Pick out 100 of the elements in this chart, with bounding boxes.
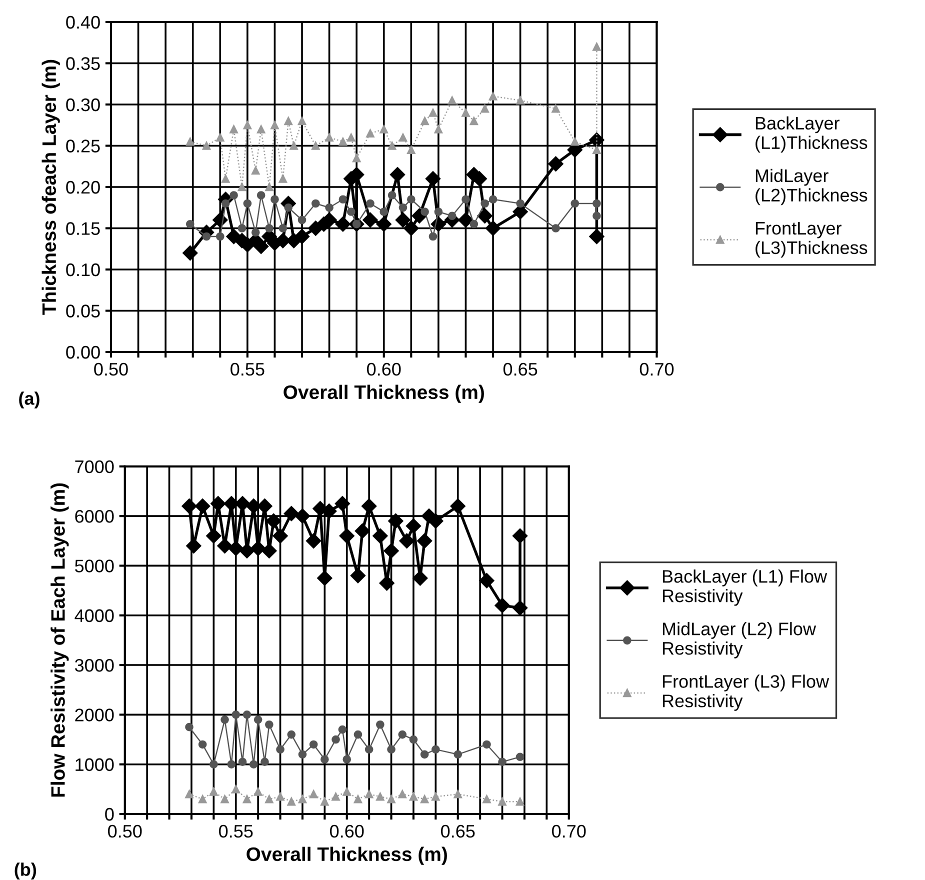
point: [388, 513, 404, 529]
point: [388, 191, 396, 200]
point: [298, 794, 307, 804]
point: [320, 797, 329, 806]
point: [488, 195, 498, 204]
point: [294, 508, 310, 524]
point: [350, 568, 366, 584]
point: [362, 212, 378, 228]
point: [325, 133, 334, 142]
point: [228, 540, 244, 556]
point: [364, 745, 374, 754]
point: [384, 543, 399, 558]
point: [276, 745, 284, 754]
point: [346, 133, 356, 142]
point: [458, 212, 474, 228]
point: [516, 96, 524, 105]
point: [482, 740, 491, 749]
point: [217, 538, 232, 554]
point: [395, 212, 411, 228]
point: [220, 794, 229, 804]
y-tick-label: 0.30: [66, 98, 100, 112]
point: [398, 730, 407, 739]
point: [249, 760, 258, 769]
legend-label: FrontLayer (L3) Flow Resistivity: [662, 674, 830, 711]
point: [335, 216, 351, 232]
point: [265, 182, 274, 192]
point: [406, 195, 416, 204]
legend-label: BackLayer (L1) Flow Resistivity: [662, 570, 828, 606]
point: [428, 108, 438, 117]
point: [242, 794, 252, 804]
point: [406, 146, 416, 154]
x-axis-title: Overall Thickness (m): [246, 846, 447, 865]
point: [354, 730, 362, 739]
point: [362, 498, 377, 514]
point: [479, 573, 494, 588]
point: [477, 208, 492, 224]
point: [462, 195, 470, 204]
legend-label: FrontLayer (L3)Thickness: [756, 222, 868, 258]
point: [428, 513, 444, 529]
point: [206, 528, 222, 544]
point: [185, 790, 194, 798]
point: [332, 792, 340, 801]
point: [254, 787, 262, 796]
point: [592, 146, 601, 154]
point: [202, 232, 211, 241]
point: [306, 533, 322, 548]
point: [311, 199, 320, 208]
point: [338, 137, 348, 146]
point: [570, 199, 580, 208]
point: [320, 755, 329, 764]
point: [210, 496, 226, 512]
point: [311, 142, 320, 150]
point: [342, 787, 352, 796]
point: [251, 166, 260, 175]
point: [589, 228, 604, 244]
point: [317, 570, 332, 586]
point: [398, 790, 407, 798]
legend-label: MidLayer (L2)Thickness: [756, 168, 868, 206]
point: [342, 755, 352, 764]
point: [338, 725, 347, 734]
text: (b): [14, 862, 36, 880]
point: [366, 199, 374, 208]
point: [202, 142, 211, 150]
point: [516, 752, 524, 762]
point: [332, 735, 340, 744]
point: [195, 498, 210, 514]
point: [512, 528, 528, 544]
point: [238, 758, 247, 766]
point: [425, 171, 441, 186]
point: [592, 212, 601, 220]
point: [552, 224, 560, 232]
x-tick-label: 0.70: [552, 824, 586, 838]
point: [398, 133, 408, 142]
point: [420, 116, 429, 126]
point: [570, 137, 580, 146]
point: [284, 116, 293, 126]
point: [232, 785, 240, 794]
point: [186, 137, 194, 146]
point: [592, 199, 601, 208]
x-tick-label: 0.65: [503, 362, 538, 376]
point: [284, 506, 299, 522]
point: [182, 245, 198, 261]
point: [309, 740, 318, 749]
point: [242, 710, 252, 719]
point: [220, 715, 229, 724]
point: [270, 195, 279, 204]
point: [352, 154, 361, 162]
point: [198, 740, 207, 749]
point: [232, 710, 240, 719]
y-tick-label: 0.10: [66, 263, 100, 276]
point: [448, 212, 456, 220]
point: [404, 220, 419, 236]
point: [387, 745, 396, 754]
point: [420, 208, 429, 216]
point: [322, 504, 337, 519]
x-tick-label: 0.55: [219, 824, 253, 838]
point: [198, 794, 207, 804]
y-tick-label: 0.35: [66, 57, 100, 70]
point: [298, 116, 306, 126]
y-tick-label: 6000: [75, 510, 114, 523]
